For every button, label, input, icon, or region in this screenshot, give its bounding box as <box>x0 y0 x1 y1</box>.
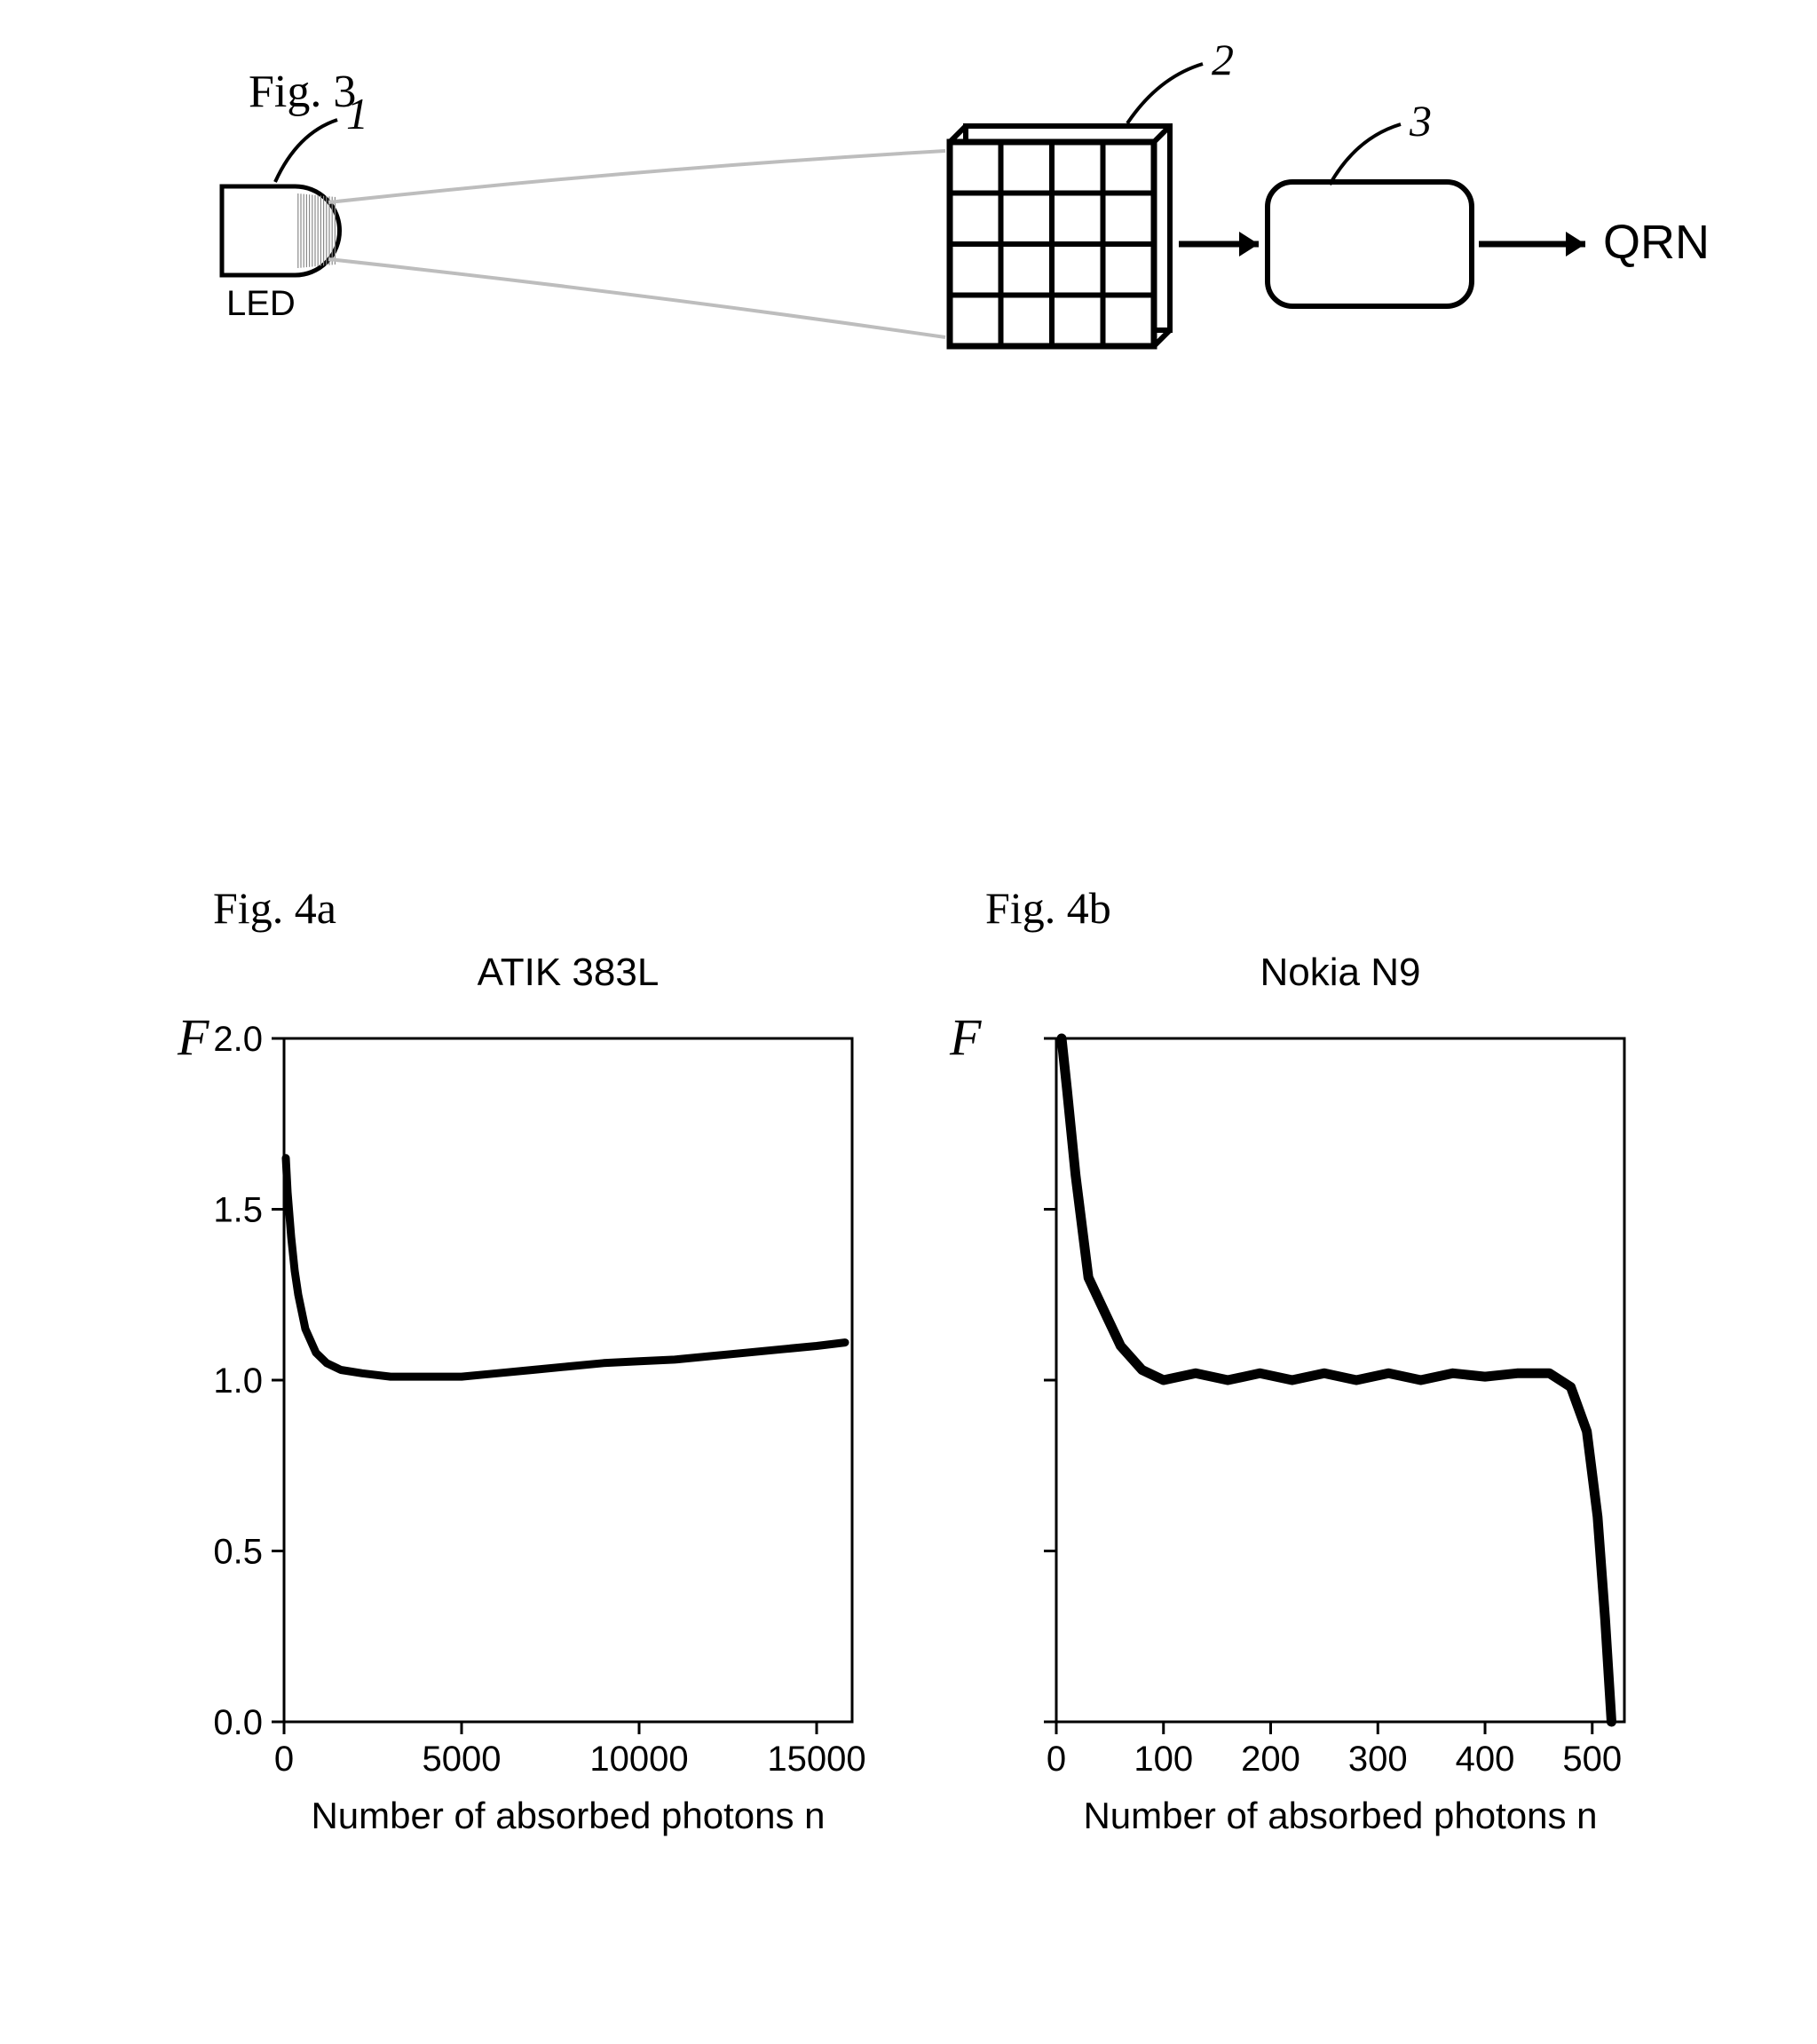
x-tick-label: 300 <box>1348 1740 1408 1779</box>
x-tick-label: 400 <box>1456 1740 1515 1779</box>
y-tick-label: 2.0 <box>213 1020 263 1059</box>
led-label: LED <box>226 284 296 323</box>
chart-Fig4a: Fig. 4a ATIK 383L F 0 5000 10000 15000 0.0 0.5 1.… <box>177 883 866 1836</box>
light-cone-top <box>328 151 945 202</box>
callout-2: 2 <box>1212 35 1234 84</box>
led-source <box>222 186 340 275</box>
x-tick-label: 100 <box>1134 1740 1193 1779</box>
x-tick-label: 500 <box>1562 1740 1622 1779</box>
x-tick-label: 200 <box>1241 1740 1300 1779</box>
chart-Fig4b: Fig. 4b Nokia N9 F 0 100 200 300 400 500 Number o… <box>949 883 1624 1836</box>
chart-title: ATIK 383L <box>478 951 660 994</box>
fig-sublabel: Fig. 4b <box>985 883 1111 933</box>
y-axis-letter: F <box>949 1008 982 1066</box>
fig-sublabel: Fig. 4a <box>213 883 336 933</box>
callout-1: 1 <box>346 89 368 138</box>
page: Fig. 3LED123QRNFig. 4aATIK 383LF05000100… <box>0 0 1817 2044</box>
fig3-label: Fig. 3 <box>249 67 356 117</box>
y-tick-label: 1.0 <box>213 1361 263 1401</box>
qrn-label: QRN <box>1603 216 1710 269</box>
x-axis-label: Number of absorbed photons n <box>311 1795 825 1836</box>
x-tick-label: 15000 <box>767 1740 865 1779</box>
y-tick-label: 1.5 <box>213 1191 263 1230</box>
plot-frame <box>284 1038 852 1722</box>
x-tick-label: 10000 <box>589 1740 688 1779</box>
y-axis-letter: F <box>177 1008 209 1066</box>
processor-box <box>1268 182 1472 306</box>
chart-title: Nokia N9 <box>1260 951 1421 994</box>
x-tick-label: 0 <box>1047 1740 1066 1779</box>
y-tick-label: 0.0 <box>213 1703 263 1742</box>
light-cone-bottom <box>328 259 945 337</box>
x-axis-label: Number of absorbed photons n <box>1083 1795 1597 1836</box>
figure-canvas: Fig. 3LED123QRNFig. 4aATIK 383LF05000100… <box>0 0 1817 2044</box>
callout-3: 3 <box>1409 96 1432 146</box>
x-tick-label: 0 <box>274 1740 294 1779</box>
y-tick-label: 0.5 <box>213 1533 263 1572</box>
x-tick-label: 5000 <box>423 1740 502 1779</box>
fig3: Fig. 3 LED 1 2 3 QRN <box>222 35 1710 346</box>
